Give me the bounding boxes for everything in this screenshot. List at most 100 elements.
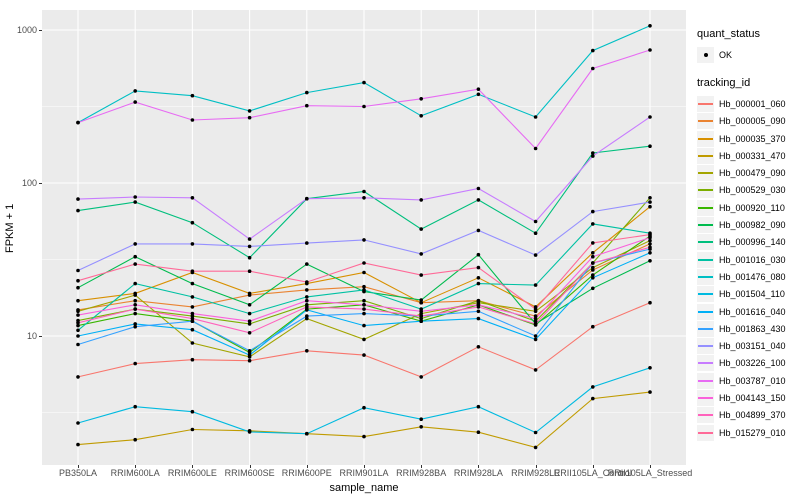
data-point: [419, 97, 424, 101]
data-point: [533, 430, 538, 435]
series-color-line: [698, 154, 713, 157]
data-point: [133, 262, 137, 266]
data-point: [476, 298, 481, 303]
line-swatch-icon: [697, 182, 714, 199]
series-color-line: [698, 414, 713, 417]
data-point: [533, 146, 538, 151]
data-point: [133, 311, 137, 316]
legend-item-Hb_015279_010: Hb_015279_010: [697, 424, 800, 441]
data-point: [247, 430, 252, 434]
legend-label: Hb_003151_040: [719, 341, 786, 352]
legend-label: Hb_000529_030: [719, 185, 786, 196]
legend-item-Hb_001016_030: Hb_001016_030: [697, 251, 800, 268]
data-point: [190, 305, 195, 309]
data-point: [648, 232, 652, 237]
series-color-line: [698, 362, 713, 365]
legend-label-ok: OK: [719, 49, 733, 60]
data-point: [533, 322, 538, 326]
data-point: [419, 375, 424, 379]
x-tick-label-PB350LA: PB350LA: [58, 468, 98, 478]
data-point: [76, 208, 80, 213]
x-tick-label-RRIM928BA: RRIM928BA: [396, 468, 447, 478]
data-point: [76, 375, 80, 379]
data-point: [190, 316, 195, 321]
data-point: [76, 328, 80, 333]
x-tick-label-RRIM600LA: RRIM600LA: [110, 468, 160, 478]
legend: quant_status OK tracking_id Hb_000001_06…: [697, 28, 800, 441]
data-point: [591, 396, 595, 401]
data-point: [533, 316, 538, 321]
data-point: [533, 314, 538, 318]
data-point: [591, 209, 595, 214]
series-color-line: [698, 345, 713, 348]
data-point: [133, 281, 137, 286]
x-tick-label-RRIM901LA: RRIM901LA: [339, 468, 389, 478]
data-point: [362, 284, 366, 289]
data-point: [362, 288, 366, 292]
data-point: [533, 334, 538, 338]
y-tick-mark: [39, 30, 42, 31]
data-point: [133, 293, 137, 297]
series-color-line: [698, 327, 713, 330]
data-point: [533, 115, 538, 119]
data-point: [648, 144, 652, 148]
data-point: [591, 251, 595, 255]
legend-label: Hb_004899_370: [719, 410, 786, 421]
data-point: [190, 314, 195, 318]
data-point: [419, 114, 424, 118]
legend-label: Hb_001616_040: [719, 306, 786, 317]
data-point: [533, 231, 538, 235]
data-point: [190, 196, 195, 200]
data-point: [591, 324, 595, 329]
x-tick-label-RRIM600PE: RRIM600PE: [281, 468, 332, 478]
data-point: [76, 313, 80, 317]
data-point: [591, 254, 595, 259]
legend-item-ok: OK: [697, 46, 800, 63]
data-point: [533, 337, 538, 342]
series-color-line: [698, 293, 713, 296]
data-point: [362, 238, 366, 242]
data-point: [648, 259, 652, 263]
legend-label: Hb_001476_080: [719, 271, 786, 282]
data-point: [476, 198, 481, 202]
legend-item-Hb_000331_470: Hb_000331_470: [697, 147, 800, 164]
legend-item-Hb_003787_010: Hb_003787_010: [697, 372, 800, 389]
data-point: [533, 283, 538, 287]
line-swatch-icon: [697, 424, 714, 441]
data-point: [648, 200, 652, 204]
legend-item-Hb_000479_090: Hb_000479_090: [697, 164, 800, 182]
data-point: [133, 100, 137, 104]
data-point: [533, 307, 538, 311]
data-point: [190, 269, 195, 274]
data-point: [305, 295, 309, 299]
legend-label: Hb_000996_140: [719, 237, 786, 248]
data-point: [591, 273, 595, 277]
data-point: [305, 349, 309, 353]
data-point: [362, 405, 366, 410]
data-point: [190, 220, 195, 225]
data-point: [648, 390, 652, 394]
data-point: [133, 298, 137, 303]
data-point: [648, 204, 652, 209]
data-point: [419, 227, 424, 231]
data-point: [476, 87, 481, 91]
legend-item-Hb_001616_040: Hb_001616_040: [697, 303, 800, 320]
data-point: [419, 314, 424, 318]
data-point: [76, 197, 80, 201]
line-swatch-icon: [697, 251, 714, 268]
data-point: [362, 353, 366, 357]
line-swatch-icon: [697, 407, 714, 424]
data-point: [305, 103, 309, 108]
legend-item-Hb_001476_080: Hb_001476_080: [697, 268, 800, 285]
x-tick-mark: [249, 465, 251, 468]
data-point: [190, 357, 195, 362]
y-tick-label-10: 10: [26, 330, 37, 341]
y-tick-mark: [39, 183, 42, 184]
line-swatch-icon: [697, 303, 714, 320]
data-point: [76, 268, 80, 273]
line-swatch-icon: [697, 338, 714, 355]
data-point: [648, 235, 652, 240]
data-point: [591, 276, 595, 280]
x-tick-label-RRIM928LA: RRIM928LA: [453, 468, 503, 478]
